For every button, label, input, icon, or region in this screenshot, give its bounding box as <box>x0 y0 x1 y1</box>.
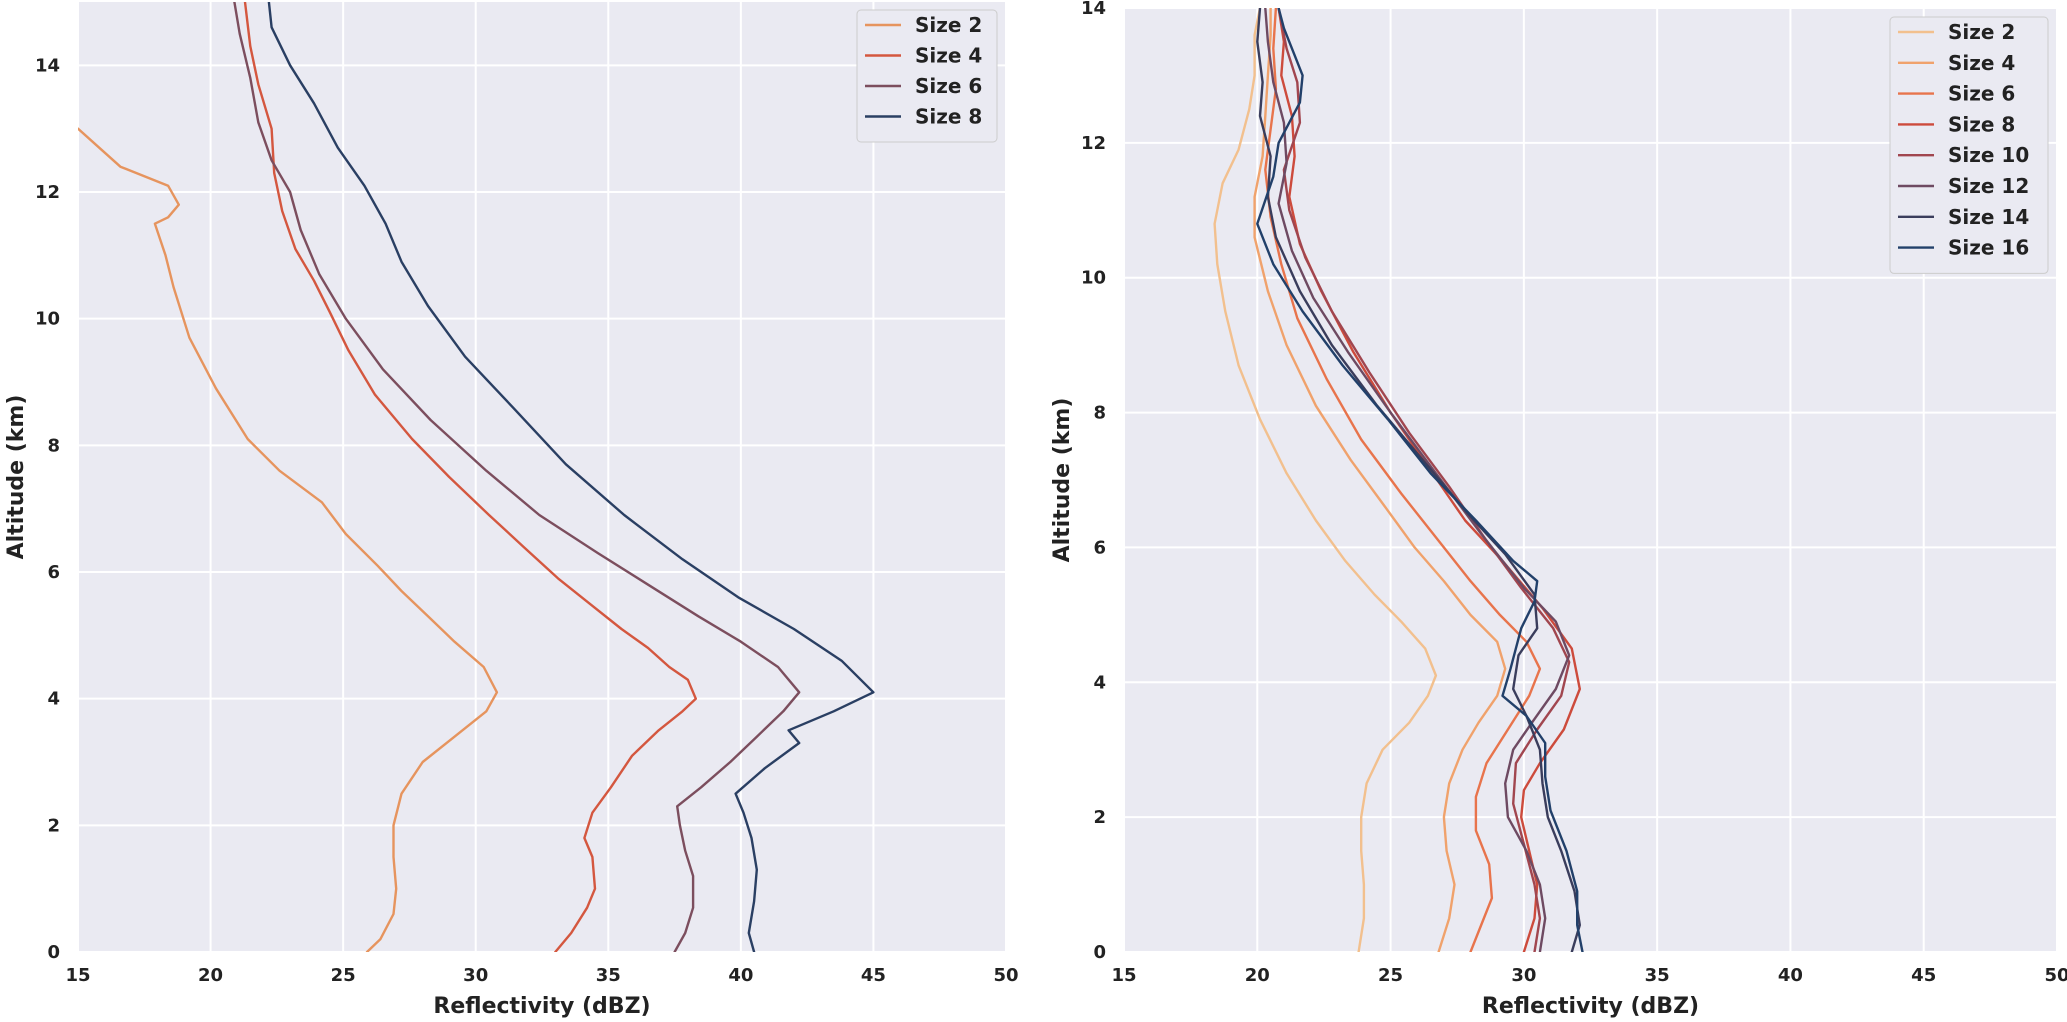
legend-label-size-6: Size 6 <box>915 74 982 98</box>
y-tick-label: 14 <box>1081 0 1106 19</box>
legend-label-size-8: Size 8 <box>915 105 982 129</box>
x-tick-label: 25 <box>1378 965 1403 986</box>
y-tick-label: 12 <box>35 182 60 203</box>
x-tick-label: 50 <box>993 965 1018 986</box>
y-tick-label: 2 <box>47 815 60 836</box>
x-tick-label: 45 <box>861 965 886 986</box>
series-line-size-4 <box>1253 8 1507 952</box>
x-tick-label: 15 <box>65 965 90 986</box>
legend-label-size-16: Size 16 <box>1948 236 2029 260</box>
y-tick-label: 6 <box>1093 537 1106 558</box>
y-tick-label: 14 <box>35 55 60 76</box>
series-line-size-12 <box>1264 8 1571 952</box>
x-tick-label: 35 <box>596 965 621 986</box>
series-line-size-6 <box>1264 8 1542 952</box>
right-reflectivity-panel: Reflectivity (dBZ) Altitude (km) 15 20 25 3… <box>1050 0 2067 1019</box>
y-axis-label: Altitude (km) <box>4 395 29 560</box>
plot-area <box>78 2 1006 952</box>
legend-label-size-4: Size 4 <box>915 44 982 68</box>
y-tick-label: 4 <box>1093 672 1106 693</box>
y-tick-label: 10 <box>35 309 60 330</box>
y-tick-label: 8 <box>1093 403 1106 424</box>
series-line-size-8 <box>1277 8 1582 952</box>
left-reflectivity-panel: Reflectivity (dBZ) Altitude (km) 15 20 25 3… <box>4 2 1019 1019</box>
legend: Size 2 Size 4 Size 6 Size 8 <box>856 9 998 143</box>
legend-label-size-10: Size 10 <box>1948 143 2029 167</box>
series-line-size-14 <box>1256 8 1582 952</box>
series-line-size-16 <box>1256 8 1584 952</box>
x-tick-label: 45 <box>1911 965 1936 986</box>
x-tick-label: 20 <box>198 965 223 986</box>
y-axis-label: Altitude (km) <box>1050 398 1075 563</box>
legend-box <box>1889 16 2049 274</box>
legend-label-size-6: Size 6 <box>1948 82 2015 106</box>
series-line-size-8 <box>267 2 875 952</box>
x-axis-label: Reflectivity (dBZ) <box>433 994 650 1019</box>
y-tick-label: 0 <box>1093 942 1106 963</box>
x-tick-label: 30 <box>463 965 488 986</box>
legend-box <box>856 9 998 143</box>
y-tick-label: 2 <box>1093 807 1106 828</box>
series-line-size-6 <box>233 2 801 952</box>
y-tick-label: 4 <box>47 689 60 710</box>
y-tick-label: 6 <box>47 562 60 583</box>
x-tick-label: 40 <box>1778 965 1803 986</box>
legend-label-size-2: Size 2 <box>915 13 982 37</box>
series-line-size-4 <box>243 2 697 952</box>
x-tick-label: 50 <box>2044 965 2067 986</box>
x-tick-label: 35 <box>1645 965 1670 986</box>
x-tick-label: 30 <box>1511 965 1536 986</box>
legend: Size 2 Size 4 Size 6 Size 8 Size 10 Size 12 Si… <box>1889 16 2049 274</box>
legend-label-size-12: Size 12 <box>1948 174 2029 198</box>
x-tick-label: 20 <box>1245 965 1270 986</box>
x-tick-label: 15 <box>1111 965 1136 986</box>
legend-label-size-14: Size 14 <box>1948 205 2029 229</box>
y-tick-label: 8 <box>47 435 60 456</box>
y-tick-label: 12 <box>1081 133 1106 154</box>
series-line-size-2 <box>1213 8 1438 952</box>
x-axis-label: Reflectivity (dBZ) <box>1482 994 1699 1019</box>
legend-label-size-2: Size 2 <box>1948 20 2015 44</box>
legend-label-size-4: Size 4 <box>1948 51 2015 75</box>
x-tick-label: 40 <box>728 965 753 986</box>
x-tick-label: 25 <box>331 965 356 986</box>
series-line-size-2 <box>78 127 499 952</box>
y-tick-label: 10 <box>1081 268 1106 289</box>
legend-label-size-8: Size 8 <box>1948 112 2015 136</box>
y-tick-label: 0 <box>47 942 60 963</box>
